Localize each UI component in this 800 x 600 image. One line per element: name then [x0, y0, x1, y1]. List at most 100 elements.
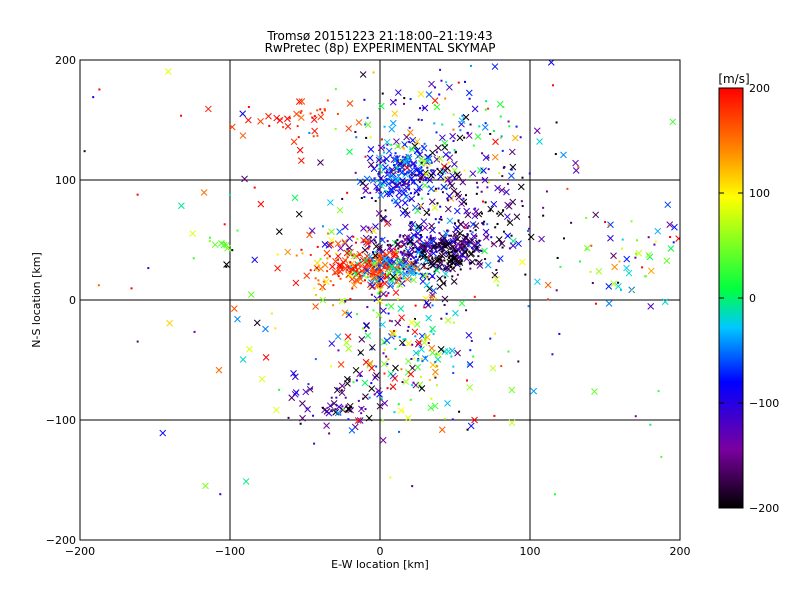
- data-point-dot: [370, 293, 373, 296]
- data-point-dot: [403, 249, 406, 252]
- data-point-cross: [434, 144, 442, 152]
- data-point-dot: [208, 236, 211, 239]
- data-point-dot: [365, 271, 368, 274]
- data-point-dot: [371, 266, 374, 269]
- data-point-cross: [457, 242, 465, 249]
- data-point-dot: [444, 185, 447, 188]
- data-point-cross: [451, 160, 458, 168]
- data-point-dot: [570, 221, 573, 224]
- x-axis-label: E-W location [km]: [331, 558, 429, 571]
- data-point-cross: [392, 289, 400, 296]
- data-point-dot: [388, 167, 391, 170]
- data-point-dot: [556, 256, 559, 259]
- data-point-dot: [373, 270, 376, 273]
- data-point-cross: [492, 138, 499, 146]
- data-point-dot: [475, 240, 478, 243]
- data-point-cross: [333, 386, 341, 394]
- data-point-cross: [428, 80, 435, 88]
- data-point-dot: [274, 327, 277, 330]
- data-point-cross: [429, 291, 436, 299]
- data-point-dot: [371, 273, 374, 276]
- data-point-dot: [377, 292, 380, 295]
- data-point-cross: [444, 164, 451, 172]
- data-point-dot: [654, 240, 657, 243]
- data-point-cross: [403, 184, 410, 191]
- data-point-dot: [364, 408, 367, 411]
- data-point-dot: [672, 241, 675, 244]
- data-point-cross: [595, 268, 603, 275]
- data-point-dot: [461, 255, 464, 258]
- data-point-dot: [466, 226, 469, 229]
- data-point-dot: [420, 357, 423, 360]
- data-point-dot: [394, 152, 397, 155]
- data-point-cross: [426, 285, 433, 292]
- data-point-cross: [403, 233, 411, 241]
- data-point-cross: [450, 278, 458, 285]
- data-point-cross: [410, 276, 417, 284]
- data-point-cross: [325, 409, 333, 417]
- data-point-dot: [296, 125, 299, 128]
- data-point-dot: [386, 363, 389, 366]
- data-point-cross: [462, 233, 470, 241]
- data-point-cross: [257, 200, 265, 208]
- data-point-dot: [366, 116, 369, 119]
- data-point-dot: [332, 284, 335, 287]
- data-point-dot: [231, 249, 234, 252]
- data-point-dot: [378, 171, 381, 174]
- data-point-dot: [339, 413, 342, 416]
- data-point-cross: [436, 155, 444, 163]
- data-point-cross: [298, 98, 306, 105]
- data-point-dot: [414, 304, 417, 307]
- data-point-cross: [407, 370, 415, 378]
- data-point-cross: [471, 212, 479, 220]
- data-point-dot: [355, 136, 358, 139]
- data-point-cross: [454, 349, 461, 357]
- data-point-cross: [273, 406, 280, 414]
- data-point-cross: [592, 211, 600, 219]
- data-point-dot: [375, 180, 378, 183]
- data-point-dot: [309, 253, 312, 256]
- data-point-cross: [354, 417, 362, 424]
- data-point-dot: [361, 327, 364, 330]
- data-point-cross: [223, 261, 230, 268]
- data-point-dot: [493, 414, 496, 417]
- data-point-dot: [316, 245, 319, 248]
- data-point-cross: [338, 389, 346, 397]
- data-point-cross: [463, 207, 471, 215]
- data-point-dot: [436, 202, 439, 205]
- data-point-dot: [406, 329, 409, 332]
- data-point-dot: [436, 246, 439, 249]
- data-point-dot: [386, 256, 389, 259]
- data-point-dot: [336, 270, 339, 273]
- data-point-cross: [348, 275, 356, 283]
- data-point-cross: [408, 319, 416, 326]
- data-point-dot: [208, 240, 211, 243]
- data-point-cross: [258, 375, 266, 383]
- data-point-cross: [251, 256, 259, 264]
- data-point-cross: [376, 297, 383, 305]
- data-point-dot: [487, 168, 490, 171]
- data-point-dot: [430, 244, 433, 247]
- data-point-cross: [474, 133, 482, 140]
- data-point-dot: [410, 221, 413, 224]
- data-point-dot: [408, 188, 411, 191]
- data-point-dot: [384, 253, 387, 256]
- data-point-dot: [398, 188, 401, 191]
- data-point-dot: [406, 156, 409, 159]
- data-point-dot: [341, 405, 344, 408]
- data-point-dot: [469, 64, 472, 67]
- data-point-dot: [398, 430, 401, 433]
- data-point-dot: [528, 172, 531, 175]
- data-point-cross: [476, 167, 484, 174]
- data-point-cross: [430, 287, 437, 295]
- data-point-dot: [401, 146, 404, 149]
- data-point-cross: [439, 134, 446, 142]
- data-point-dot: [418, 180, 421, 183]
- data-point-dot: [444, 276, 447, 279]
- data-point-dot: [424, 339, 427, 342]
- data-point-dot: [314, 277, 317, 280]
- data-point-dot: [594, 302, 597, 305]
- data-point-dot: [385, 304, 388, 307]
- data-point-dot: [374, 236, 377, 239]
- data-point-cross: [427, 185, 435, 193]
